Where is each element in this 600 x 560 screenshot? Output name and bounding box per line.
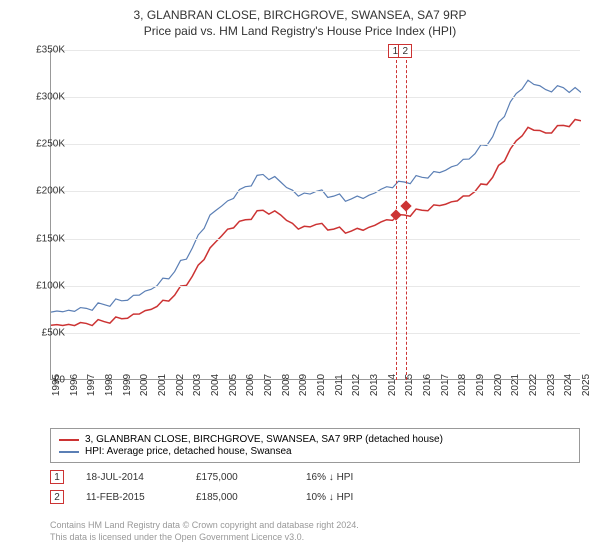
x-axis-label: 2007 <box>263 374 274 396</box>
x-axis-label: 2023 <box>546 374 557 396</box>
chart-svg <box>51 50 581 380</box>
sale-marker-line <box>406 50 407 380</box>
x-axis-label: 2021 <box>510 374 521 396</box>
sales-table: 1 18-JUL-2014 £175,000 16% ↓ HPI 2 11-FE… <box>50 470 580 510</box>
sale-marker-badge: 2 <box>398 44 412 58</box>
x-axis-label: 2025 <box>581 374 592 396</box>
x-axis-label: 2008 <box>281 374 292 396</box>
footer-attribution: Contains HM Land Registry data © Crown c… <box>50 520 359 543</box>
chart-container: 3, GLANBRAN CLOSE, BIRCHGROVE, SWANSEA, … <box>0 0 600 560</box>
x-axis-label: 2016 <box>422 374 433 396</box>
x-axis-label: 2010 <box>316 374 327 396</box>
row-marker-icon: 2 <box>50 490 64 504</box>
x-axis-label: 2017 <box>440 374 451 396</box>
y-axis-label: £0 <box>25 375 65 386</box>
x-axis-label: 2024 <box>563 374 574 396</box>
chart-plot-area: 1995199619971998199920002001200220032004… <box>50 50 580 380</box>
x-axis-label: 2006 <box>245 374 256 396</box>
y-axis-label: £200K <box>25 186 65 197</box>
gridline <box>51 144 580 145</box>
legend-swatch-price <box>59 439 79 441</box>
title-block: 3, GLANBRAN CLOSE, BIRCHGROVE, SWANSEA, … <box>0 0 600 38</box>
row-date: 18-JUL-2014 <box>86 472 196 483</box>
y-axis-label: £100K <box>25 280 65 291</box>
legend-label-hpi: HPI: Average price, detached house, Swan… <box>85 446 292 457</box>
x-axis-label: 2020 <box>493 374 504 396</box>
y-axis-label: £250K <box>25 139 65 150</box>
gridline <box>51 286 580 287</box>
gridline <box>51 239 580 240</box>
x-axis-label: 2012 <box>351 374 362 396</box>
row-date: 11-FEB-2015 <box>86 492 196 503</box>
title-main: 3, GLANBRAN CLOSE, BIRCHGROVE, SWANSEA, … <box>0 8 600 22</box>
legend-label-price: 3, GLANBRAN CLOSE, BIRCHGROVE, SWANSEA, … <box>85 434 443 445</box>
legend-item-price: 3, GLANBRAN CLOSE, BIRCHGROVE, SWANSEA, … <box>59 434 571 445</box>
x-axis-label: 2009 <box>298 374 309 396</box>
x-axis-label: 2005 <box>228 374 239 396</box>
gridline <box>51 191 580 192</box>
footer-line2: This data is licensed under the Open Gov… <box>50 532 359 544</box>
table-row: 1 18-JUL-2014 £175,000 16% ↓ HPI <box>50 470 580 484</box>
x-axis-label: 2002 <box>175 374 186 396</box>
gridline <box>51 97 580 98</box>
x-axis-label: 1998 <box>104 374 115 396</box>
y-axis-label: £350K <box>25 45 65 56</box>
row-delta: 10% ↓ HPI <box>306 492 416 503</box>
x-axis-label: 2003 <box>192 374 203 396</box>
gridline <box>51 333 580 334</box>
x-axis-label: 1999 <box>122 374 133 396</box>
title-sub: Price paid vs. HM Land Registry's House … <box>0 24 600 38</box>
y-axis-label: £300K <box>25 92 65 103</box>
row-price: £175,000 <box>196 472 306 483</box>
row-marker-icon: 1 <box>50 470 64 484</box>
row-delta: 16% ↓ HPI <box>306 472 416 483</box>
x-axis-label: 1996 <box>69 374 80 396</box>
table-row: 2 11-FEB-2015 £185,000 10% ↓ HPI <box>50 490 580 504</box>
gridline <box>51 50 580 51</box>
legend-item-hpi: HPI: Average price, detached house, Swan… <box>59 446 571 457</box>
x-axis-label: 2019 <box>475 374 486 396</box>
legend-swatch-hpi <box>59 451 79 453</box>
x-axis-label: 2013 <box>369 374 380 396</box>
x-axis-label: 2000 <box>139 374 150 396</box>
x-axis-label: 2004 <box>210 374 221 396</box>
footer-line1: Contains HM Land Registry data © Crown c… <box>50 520 359 532</box>
x-axis-label: 2011 <box>334 374 345 396</box>
y-axis-label: £50K <box>25 327 65 338</box>
x-axis-label: 2022 <box>528 374 539 396</box>
legend: 3, GLANBRAN CLOSE, BIRCHGROVE, SWANSEA, … <box>50 428 580 463</box>
row-price: £185,000 <box>196 492 306 503</box>
x-axis-label: 2018 <box>457 374 468 396</box>
x-axis-label: 1997 <box>86 374 97 396</box>
x-axis-label: 2001 <box>157 374 168 396</box>
y-axis-label: £150K <box>25 233 65 244</box>
